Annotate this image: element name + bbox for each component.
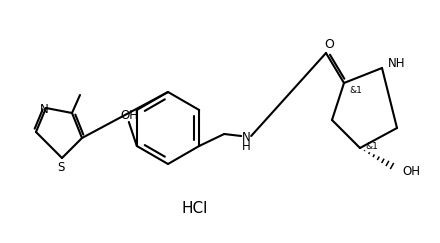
Text: H: H (242, 139, 250, 153)
Text: S: S (57, 160, 65, 174)
Text: OH: OH (121, 109, 139, 122)
Text: O: O (324, 37, 334, 51)
Text: &1: &1 (349, 86, 362, 95)
Text: HCl: HCl (182, 200, 208, 216)
Text: N: N (40, 103, 48, 115)
Text: OH: OH (402, 165, 420, 177)
Text: N: N (242, 130, 250, 144)
Text: NH: NH (388, 57, 406, 69)
Text: &1: &1 (365, 141, 378, 150)
